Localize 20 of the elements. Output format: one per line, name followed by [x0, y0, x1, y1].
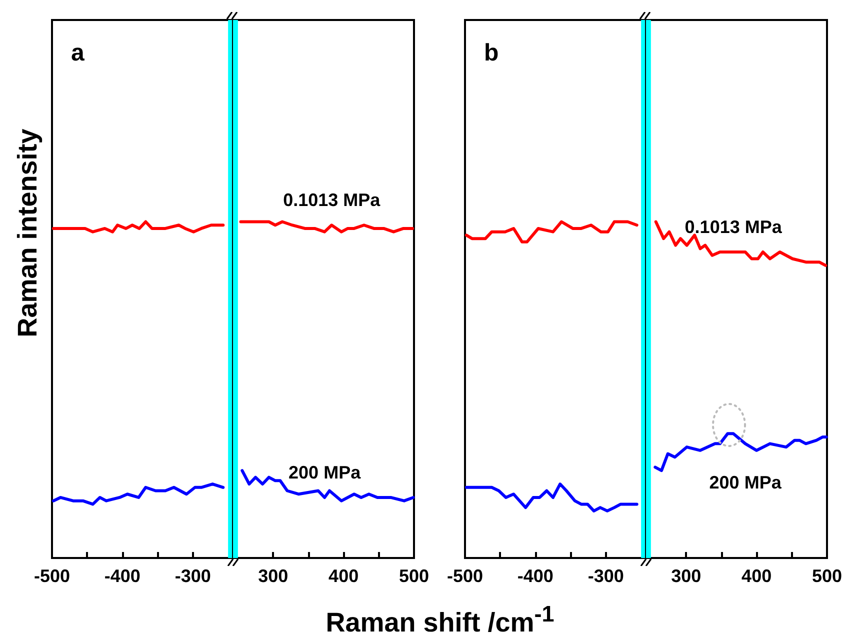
x-tick-label: -300: [174, 566, 210, 586]
x-tick-label: -500: [446, 566, 483, 586]
series-label: 0.1013 MPa: [282, 190, 381, 210]
x-tick-label: -500: [33, 566, 70, 586]
x-tick-label: 300: [670, 566, 701, 586]
chart-title: b: [484, 40, 498, 66]
x-tick-label: -400: [516, 566, 553, 586]
x-tick-label: 400: [328, 566, 358, 586]
series-label: 200 MPa: [288, 462, 362, 482]
y-axis-title: Raman intensity: [12, 128, 44, 338]
x-tick-label: 500: [811, 566, 842, 586]
x-tick-label: 500: [398, 566, 429, 586]
x-axis-title: Raman shift /cm$^{-1}$: [326, 602, 554, 635]
series-label: 200 MPa: [708, 472, 782, 493]
x-tick-label: 300: [258, 566, 288, 586]
chart-title: a: [70, 40, 84, 66]
series-label: 0.1013 MPa: [684, 217, 782, 238]
x-tick-label: 400: [741, 566, 772, 586]
x-tick-label: -300: [587, 566, 624, 586]
x-tick-label: -400: [104, 566, 140, 586]
